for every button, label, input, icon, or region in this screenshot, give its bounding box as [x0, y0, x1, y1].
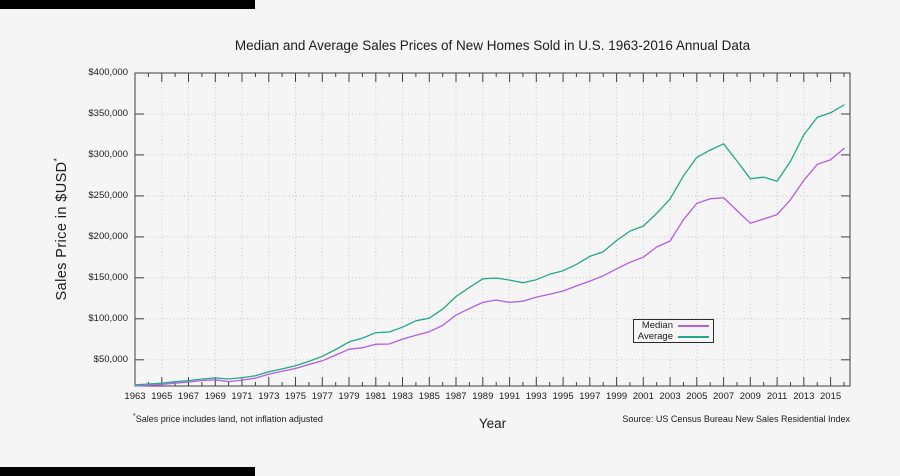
- legend: Median Average: [633, 319, 714, 343]
- x-tick-label: 1999: [606, 391, 628, 402]
- legend-line-sample-median: [678, 324, 709, 327]
- x-tick-label: 1969: [204, 391, 226, 402]
- y-tick-label: $350,000: [88, 108, 128, 119]
- x-tick-label: 1975: [284, 391, 307, 402]
- y-tick-label: $200,000: [88, 230, 128, 242]
- series-line-median: [134, 147, 845, 387]
- legend-row-median: Median: [634, 320, 709, 331]
- x-tick-label: 1967: [177, 391, 200, 402]
- x-tick-label: 1973: [258, 391, 280, 402]
- x-axis-title: Year: [478, 416, 507, 431]
- y-tick-label: $50,000: [93, 353, 128, 365]
- x-tick-label: 1991: [499, 391, 521, 402]
- x-tick-label: 2011: [766, 391, 788, 402]
- x-tick-label: 2001: [632, 391, 654, 402]
- y-tick-label: $150,000: [88, 271, 128, 283]
- source-note: Source: US Census Bureau New Sales Resid…: [622, 414, 850, 424]
- legend-line-sample-average: [678, 335, 709, 338]
- axis-ticks: [135, 73, 850, 386]
- x-tick-label: 1995: [552, 391, 574, 402]
- footnote-text: Sales price includes land, not inflation…: [135, 414, 323, 424]
- x-tick-label: 2003: [659, 391, 681, 402]
- x-tick-label: 1993: [525, 391, 547, 402]
- x-tick-label: 1979: [338, 391, 360, 402]
- legend-label-average: Average: [637, 331, 673, 342]
- x-tick-label: 1985: [418, 391, 440, 402]
- x-tick-label: 1971: [231, 391, 253, 402]
- x-tick-label: 2007: [713, 391, 735, 402]
- legend-row-average: Average: [634, 331, 709, 342]
- y-tick-label: $250,000: [88, 189, 128, 201]
- footnote-asterisk: *: [133, 413, 136, 420]
- x-tick-label: 1981: [365, 391, 387, 402]
- x-tick-label: 2005: [686, 391, 708, 402]
- x-tick-label: 1987: [445, 391, 467, 402]
- gridlines: [135, 73, 850, 386]
- x-tick-label: 1989: [472, 391, 494, 402]
- legend-label-median: Median: [641, 320, 673, 331]
- y-tick-label: $100,000: [88, 312, 128, 324]
- x-tick-label: 1997: [579, 391, 601, 402]
- y-tick-label: $400,000: [88, 67, 128, 78]
- y-tick-label: $300,000: [88, 148, 128, 160]
- transparency-artifact-bar-top: [0, 0, 255, 9]
- x-tick-label: 2015: [820, 391, 842, 402]
- x-tick-label: 1965: [151, 391, 173, 402]
- x-tick-label: 1983: [391, 391, 414, 402]
- plot-border: [134, 72, 851, 387]
- chart-title: Median and Average Sales Prices of New H…: [234, 38, 751, 53]
- footnote: *Sales price includes land, not inflatio…: [133, 413, 323, 424]
- x-tick-label: 2009: [739, 391, 761, 402]
- x-tick-label: 2013: [793, 391, 815, 402]
- transparency-artifact-bar-bottom: [0, 467, 255, 476]
- x-tick-label: 1963: [124, 391, 146, 402]
- series-line-average: [134, 104, 845, 386]
- x-tick-label: 1977: [311, 391, 333, 402]
